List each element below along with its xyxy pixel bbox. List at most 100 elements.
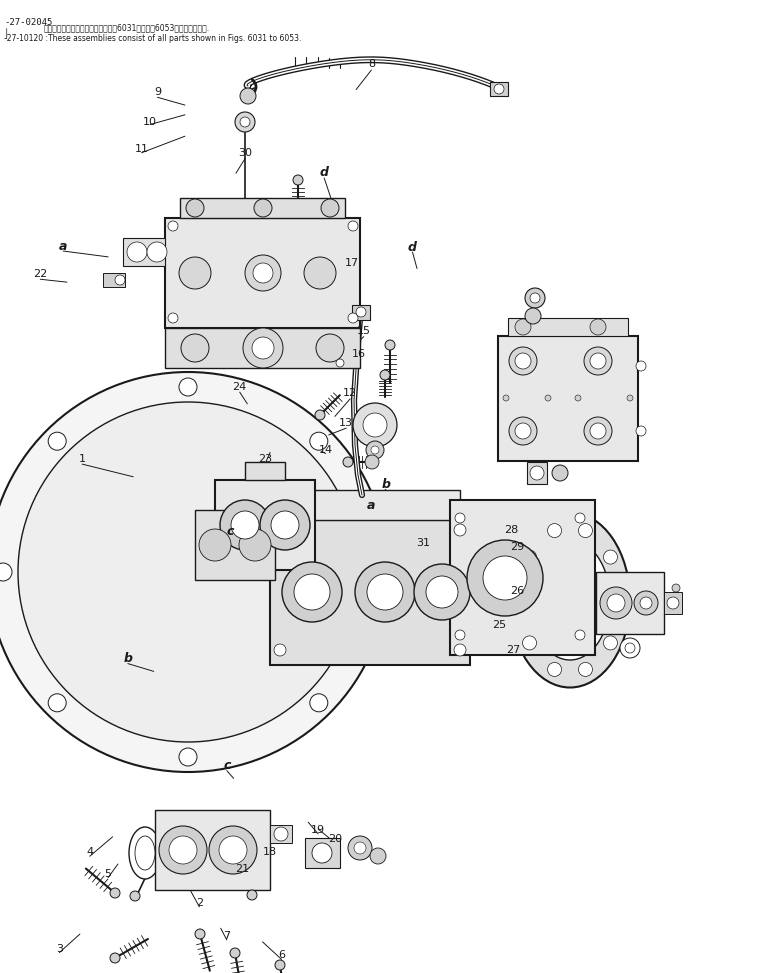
Circle shape xyxy=(523,550,537,564)
Bar xyxy=(155,810,270,890)
Circle shape xyxy=(548,523,562,537)
Text: 8: 8 xyxy=(368,59,375,69)
Circle shape xyxy=(523,636,537,650)
Text: 28: 28 xyxy=(505,525,518,535)
Circle shape xyxy=(515,423,531,439)
Circle shape xyxy=(316,334,344,362)
Circle shape xyxy=(455,630,465,640)
Circle shape xyxy=(603,636,617,650)
Text: 7: 7 xyxy=(223,931,231,941)
Circle shape xyxy=(548,663,562,676)
Circle shape xyxy=(219,836,247,864)
Circle shape xyxy=(240,88,256,104)
Text: -27-10120 :These assemblies consist of all parts shown in Figs. 6031 to 6053.: -27-10120 :These assemblies consist of a… xyxy=(4,34,301,43)
Circle shape xyxy=(348,221,358,231)
Circle shape xyxy=(159,826,207,874)
Circle shape xyxy=(370,848,386,864)
Circle shape xyxy=(110,953,120,963)
Circle shape xyxy=(274,644,286,656)
Circle shape xyxy=(274,827,288,841)
Text: 4: 4 xyxy=(86,847,94,857)
Circle shape xyxy=(494,84,504,94)
Circle shape xyxy=(509,417,537,445)
Bar xyxy=(508,318,628,336)
Circle shape xyxy=(454,524,466,536)
Circle shape xyxy=(271,511,299,539)
Circle shape xyxy=(275,960,285,970)
Text: a: a xyxy=(59,239,68,253)
Circle shape xyxy=(455,513,465,523)
Circle shape xyxy=(414,564,470,620)
Text: 21: 21 xyxy=(235,864,249,874)
Text: 15: 15 xyxy=(357,326,371,336)
Bar xyxy=(270,825,292,843)
Circle shape xyxy=(380,370,390,380)
Text: 14: 14 xyxy=(319,445,333,454)
Circle shape xyxy=(0,372,388,772)
Circle shape xyxy=(363,413,387,437)
Bar xyxy=(103,273,125,287)
Circle shape xyxy=(245,255,281,291)
Circle shape xyxy=(240,117,250,127)
Circle shape xyxy=(371,446,379,454)
Circle shape xyxy=(530,293,540,303)
Circle shape xyxy=(513,593,527,607)
Circle shape xyxy=(467,540,543,616)
Circle shape xyxy=(253,263,273,283)
Circle shape xyxy=(607,594,625,612)
Circle shape xyxy=(239,529,271,561)
Text: 3: 3 xyxy=(56,944,63,954)
Bar xyxy=(180,198,345,218)
Text: d: d xyxy=(408,240,417,254)
Circle shape xyxy=(348,836,372,860)
Circle shape xyxy=(590,423,606,439)
Bar xyxy=(498,336,638,461)
Circle shape xyxy=(209,826,257,874)
Circle shape xyxy=(315,410,325,420)
Text: 22: 22 xyxy=(33,270,47,279)
Text: 27: 27 xyxy=(507,645,521,655)
Bar xyxy=(245,462,285,480)
Text: 2: 2 xyxy=(196,898,203,908)
Text: b: b xyxy=(381,478,390,491)
Circle shape xyxy=(366,441,384,459)
Circle shape xyxy=(312,843,332,863)
Circle shape xyxy=(454,644,466,656)
Circle shape xyxy=(48,694,66,712)
Circle shape xyxy=(640,597,652,609)
Circle shape xyxy=(110,888,120,898)
Text: 12: 12 xyxy=(343,388,357,398)
Circle shape xyxy=(186,199,204,217)
Circle shape xyxy=(355,562,415,622)
Circle shape xyxy=(385,340,395,350)
Circle shape xyxy=(354,842,366,854)
Text: c: c xyxy=(226,524,234,538)
Circle shape xyxy=(525,308,541,324)
Circle shape xyxy=(625,643,635,653)
Text: c: c xyxy=(223,759,231,773)
Text: a: a xyxy=(367,499,376,513)
Circle shape xyxy=(243,328,283,368)
Circle shape xyxy=(613,593,627,607)
Text: 10: 10 xyxy=(143,117,157,126)
Circle shape xyxy=(260,500,310,550)
Circle shape xyxy=(525,288,545,308)
Circle shape xyxy=(147,242,167,262)
Circle shape xyxy=(545,395,551,401)
Circle shape xyxy=(343,457,353,467)
Circle shape xyxy=(0,563,12,581)
Text: │: │ xyxy=(4,28,9,39)
Circle shape xyxy=(254,199,272,217)
Circle shape xyxy=(575,630,585,640)
Bar xyxy=(490,82,508,96)
Circle shape xyxy=(515,319,531,335)
Circle shape xyxy=(235,112,255,132)
Circle shape xyxy=(578,523,593,537)
Circle shape xyxy=(552,465,568,481)
Text: 19: 19 xyxy=(311,825,325,835)
Text: 18: 18 xyxy=(263,847,276,857)
Bar xyxy=(450,500,595,655)
Circle shape xyxy=(294,574,330,610)
Circle shape xyxy=(584,347,612,375)
Circle shape xyxy=(426,576,458,608)
